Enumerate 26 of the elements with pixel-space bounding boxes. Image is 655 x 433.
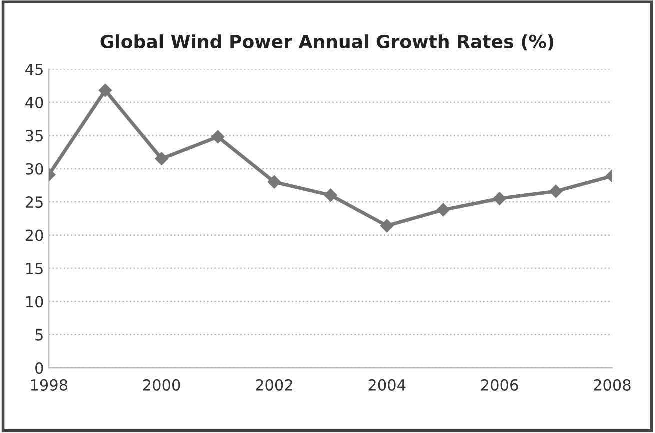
point [212,130,225,144]
point [98,84,112,98]
y-tick-label: 35 [26,130,43,142]
y-tick-label: 15 [26,263,43,274]
x-tick-label: 2000 [143,379,180,391]
point [493,192,506,206]
y-tick-label: 20 [26,230,44,242]
x-tick-label: 1998 [31,379,68,391]
chart-title: Global Wind Power Annual Growth Rates (%) [100,34,554,51]
point [550,184,563,198]
y-tick-label: 5 [36,330,43,341]
x-tick-label: 2004 [368,379,406,391]
point [155,152,168,166]
x-tick-label: 2008 [594,379,631,391]
x-tick-label: 2006 [481,379,518,391]
point [436,203,450,217]
y-tick-label: 25 [26,196,43,208]
y-tick-label: 30 [26,163,44,175]
point [268,176,282,189]
y-tick-label: 40 [26,96,44,108]
y-tick-label: 45 [26,64,43,76]
y-tick-label: 10 [26,296,44,308]
x-tick-label: 2002 [256,379,292,391]
point [324,188,338,202]
point [380,219,394,233]
y-tick-label: 0 [36,362,44,374]
